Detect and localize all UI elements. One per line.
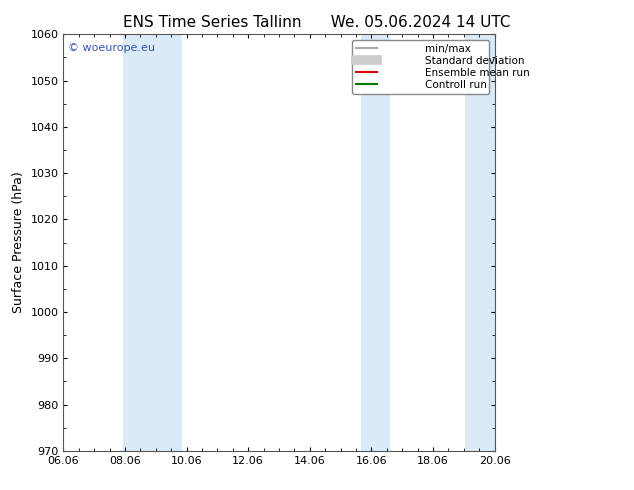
Text: ENS Time Series Tallinn      We. 05.06.2024 14 UTC: ENS Time Series Tallinn We. 05.06.2024 1…	[123, 15, 511, 30]
Bar	[465, 34, 495, 451]
Bar	[361, 34, 391, 451]
Text: © woeurope.eu: © woeurope.eu	[68, 43, 155, 52]
Y-axis label: Surface Pressure (hPa): Surface Pressure (hPa)	[12, 172, 25, 314]
Bar	[123, 34, 183, 451]
Legend: min/max, Standard deviation, Ensemble mean run, Controll run: min/max, Standard deviation, Ensemble me…	[353, 40, 489, 94]
